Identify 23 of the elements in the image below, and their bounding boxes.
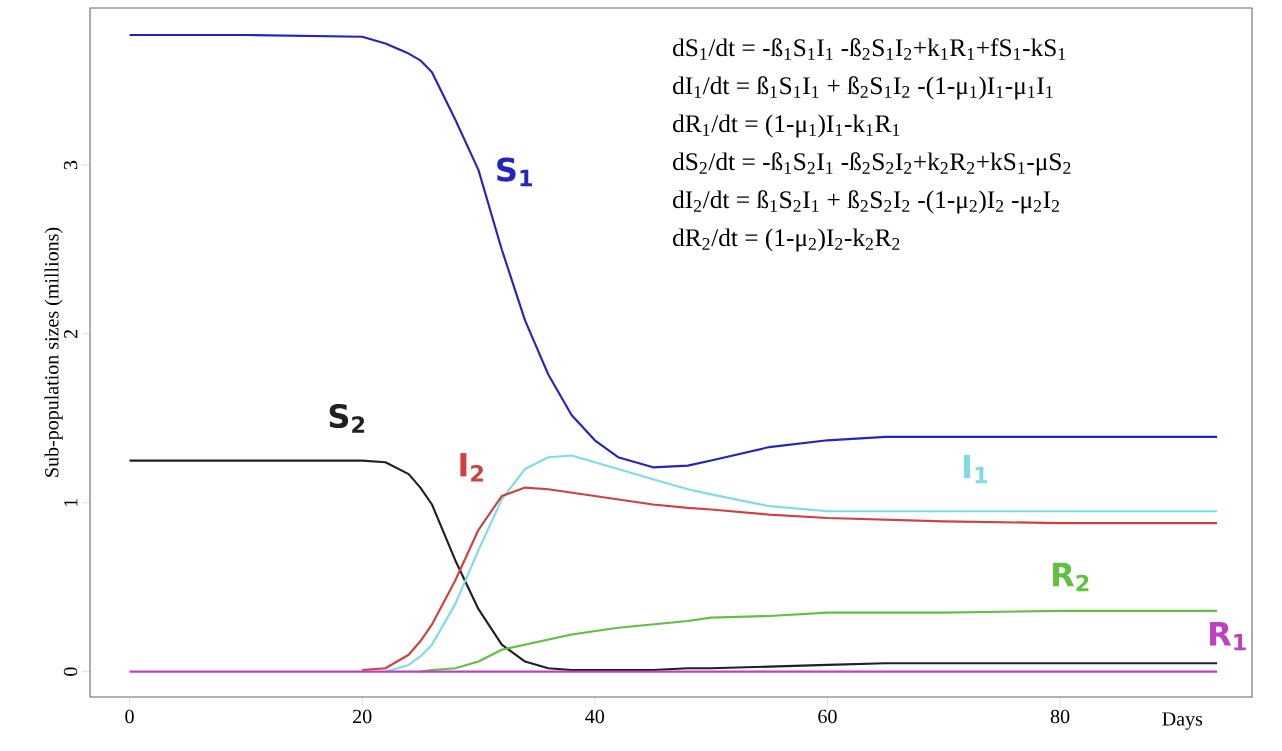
x-tick-label: 20 — [353, 709, 372, 724]
text: dI$_{1}$/dt = ß$_{1}$S$_{1}$I$_{1}$ + ß$_{2}$S$_{1}$I$_{2}$ -(1-μ$_{1}$)I$_{1}$-μ$_{1}$I$_{1}$ — [673, 76, 1053, 100]
series-label: R$_{2}$ — [1053, 562, 1089, 592]
series-label: R$_{1}$ — [1210, 622, 1246, 651]
y-tick-label: 0 — [63, 667, 78, 676]
x-tick-label: 40 — [585, 709, 605, 724]
y-tick-label: 1 — [64, 498, 78, 507]
text: dR$_{2}$/dt = (1-μ$_{2}$)I$_{2}$-k$_{2}$R$_{2}$ — [673, 228, 900, 252]
x-tick-label: 60 — [818, 709, 837, 724]
series-label: S$_{1}$ — [497, 157, 532, 187]
series-label: S$_{2}$ — [329, 403, 365, 433]
x-axis-title: Days — [1162, 712, 1203, 730]
y-tick-label: 3 — [63, 160, 78, 170]
text: dR$_{1}$/dt = (1-μ$_{1}$)I$_{1}$-k$_{1}$R$_{1}$ — [673, 114, 900, 138]
y-axis-title: Sub-population sizes (millions) — [44, 227, 63, 477]
text: dS$_{1}$/dt = -ß$_{1}$S$_{1}$I$_{1}$ -ß$_{2}$S$_{1}$I$_{2}$+k$_{1}$R$_{1}$+fS$_{1}$-kS$_{1}$ — [673, 38, 1066, 60]
text: dS$_{2}$/dt = -ß$_{1}$S$_{2}$I$_{1}$ -ß$_{2}$S$_{2}$I$_{2}$+k$_{2}$R$_{2}$+kS$_{1}$-μS$_{2}$ — [673, 152, 1071, 176]
text: dI$_{2}$/dt = ß$_{1}$S$_{2}$I$_{1}$ + ß$_{2}$S$_{2}$I$_{2}$ -(1-μ$_{2}$)I$_{2}$ -μ$_{2}$I$_{2}$ — [673, 190, 1059, 214]
y-tick-label: 2 — [64, 330, 78, 339]
x-tick-label: 80 — [1050, 709, 1070, 724]
series-label: I$_{2}$ — [460, 453, 483, 482]
series-label: I$_{1}$ — [964, 454, 988, 484]
x-tick-label: 0 — [125, 709, 134, 724]
